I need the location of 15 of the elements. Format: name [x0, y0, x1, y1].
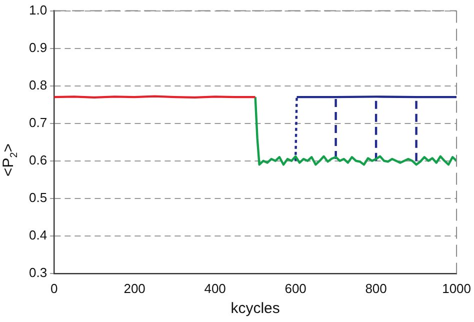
x-axis-title: kcycles: [230, 300, 280, 318]
y-tick-label: 0.3: [28, 264, 48, 280]
x-tick-label: 600: [284, 280, 306, 296]
y-tick-label: 0.6: [28, 152, 48, 168]
y-tick-label: 0.4: [28, 227, 48, 242]
x-tick-label: 400: [204, 280, 226, 296]
y-tick-label: 0.7: [28, 114, 48, 130]
x-tick-label: 0: [50, 280, 58, 296]
y-tick-label: 0.9: [28, 40, 48, 55]
x-tick-label: 200: [124, 280, 146, 296]
y-tick-label: 0.8: [28, 77, 48, 92]
y-tick-label: 0.5: [28, 190, 48, 205]
x-tick-label: 800: [365, 280, 387, 296]
y-tick-label: 1.0: [28, 2, 48, 18]
x-tick-label: 1000: [442, 280, 471, 296]
